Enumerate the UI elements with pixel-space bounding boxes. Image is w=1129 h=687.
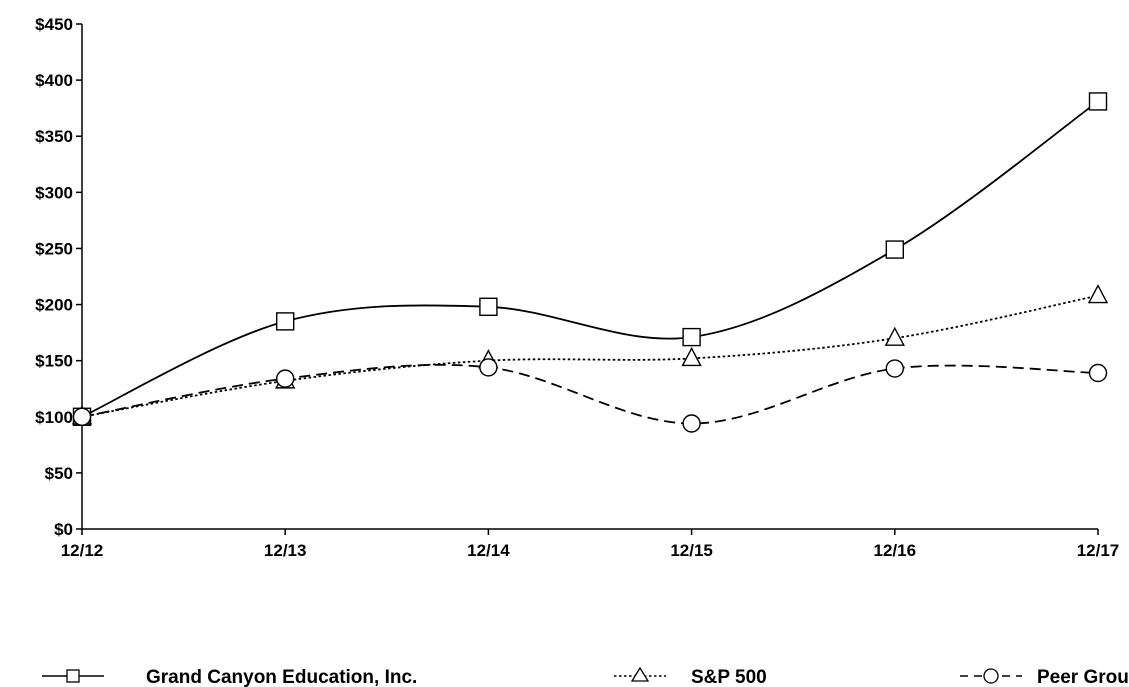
axes xyxy=(81,24,1098,530)
legend-item-grand-canyon: Grand Canyon Education, Inc. xyxy=(42,667,417,687)
data-point-square xyxy=(1088,92,1108,111)
x-tick-label: 12/15 xyxy=(670,541,713,560)
legend-circle-marker xyxy=(983,668,999,684)
y-tick-label: $150 xyxy=(35,352,73,371)
data-point-circle xyxy=(682,414,701,433)
data-point-square xyxy=(682,327,701,347)
y-tick-label: $450 xyxy=(35,15,73,34)
series-markers xyxy=(71,92,1109,433)
y-ticks: $0 $50 $100 $150 $200 $250 $300 $350 $400 $450 xyxy=(35,15,82,539)
series-line xyxy=(81,100,1099,418)
data-point-square xyxy=(276,312,295,331)
data-point-circle xyxy=(72,407,92,426)
data-point-triangle xyxy=(884,326,905,346)
y-tick-label: $100 xyxy=(35,408,73,427)
series-line xyxy=(81,363,1099,425)
y-tick-label: $0 xyxy=(54,520,73,539)
y-tick-label: $350 xyxy=(35,127,73,146)
data-point-circle xyxy=(885,359,904,378)
data-point-circle xyxy=(1088,363,1108,383)
y-tick-label: $400 xyxy=(35,71,73,90)
data-point-square xyxy=(479,297,498,316)
legend-triangle-marker xyxy=(630,666,650,682)
y-tick-label: $250 xyxy=(35,239,73,258)
y-tick-label: $300 xyxy=(35,183,73,202)
legend-item-sp500: S&P 500 xyxy=(614,666,767,687)
data-point-triangle xyxy=(681,346,702,367)
x-tick-label: 12/16 xyxy=(874,541,917,560)
data-point-square xyxy=(885,240,904,259)
y-tick-label: $50 xyxy=(45,464,73,483)
series-lines xyxy=(81,100,1099,425)
legend-label-sp500: S&P 500 xyxy=(691,667,767,687)
data-point-triangle xyxy=(1087,284,1109,304)
y-tick-label: $200 xyxy=(35,296,73,315)
x-tick-label: 12/17 xyxy=(1077,541,1120,560)
series-line xyxy=(81,294,1099,418)
legend-label-grand-canyon: Grand Canyon Education, Inc. xyxy=(146,667,417,687)
x-tick-label: 12/14 xyxy=(467,541,510,560)
legend-square-marker xyxy=(66,669,80,683)
legend-label-peer-group: Peer Group xyxy=(1037,667,1129,687)
x-tick-label: 12/12 xyxy=(61,541,104,560)
x-ticks: 12/12 12/13 12/14 12/15 12/16 12/17 xyxy=(61,529,1120,560)
data-point-circle xyxy=(276,369,295,388)
legend-item-peer-group: Peer Group xyxy=(960,667,1129,687)
data-point-circle xyxy=(479,358,498,377)
x-tick-label: 12/13 xyxy=(264,541,307,560)
legend: Grand Canyon Education, Inc. S&P 500 Pee… xyxy=(42,666,1129,687)
